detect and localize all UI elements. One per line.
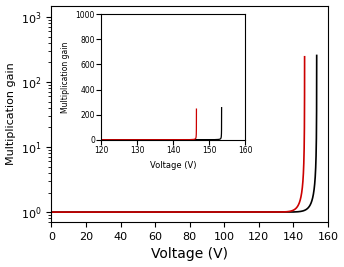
- Y-axis label: Multiplication gain: Multiplication gain: [6, 62, 15, 165]
- X-axis label: Voltage (V): Voltage (V): [151, 248, 228, 261]
